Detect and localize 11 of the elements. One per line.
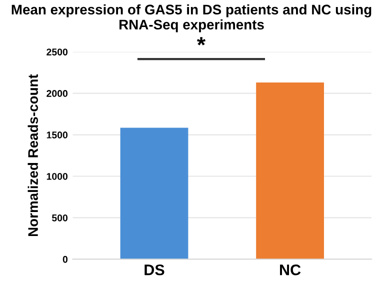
y-axis-title: Normalized Reads-count: [28, 74, 38, 236]
x-tick-label: NC: [280, 264, 301, 276]
text: *: [196, 37, 206, 46]
y-tick-label: 1000: [46, 172, 68, 180]
y-tick-label: 2500: [46, 48, 68, 56]
y-tick-label: 2000: [46, 90, 68, 97]
x-tick-label: DS: [144, 264, 164, 276]
y-tick-label: 1500: [46, 132, 68, 138]
y-tick-label: 500: [52, 214, 68, 222]
chart-title: Mean expression of GAS5 in DS patients and NC using RNA-Seq experiments: [12, 4, 372, 32]
y-tick-label: 0: [62, 256, 68, 263]
